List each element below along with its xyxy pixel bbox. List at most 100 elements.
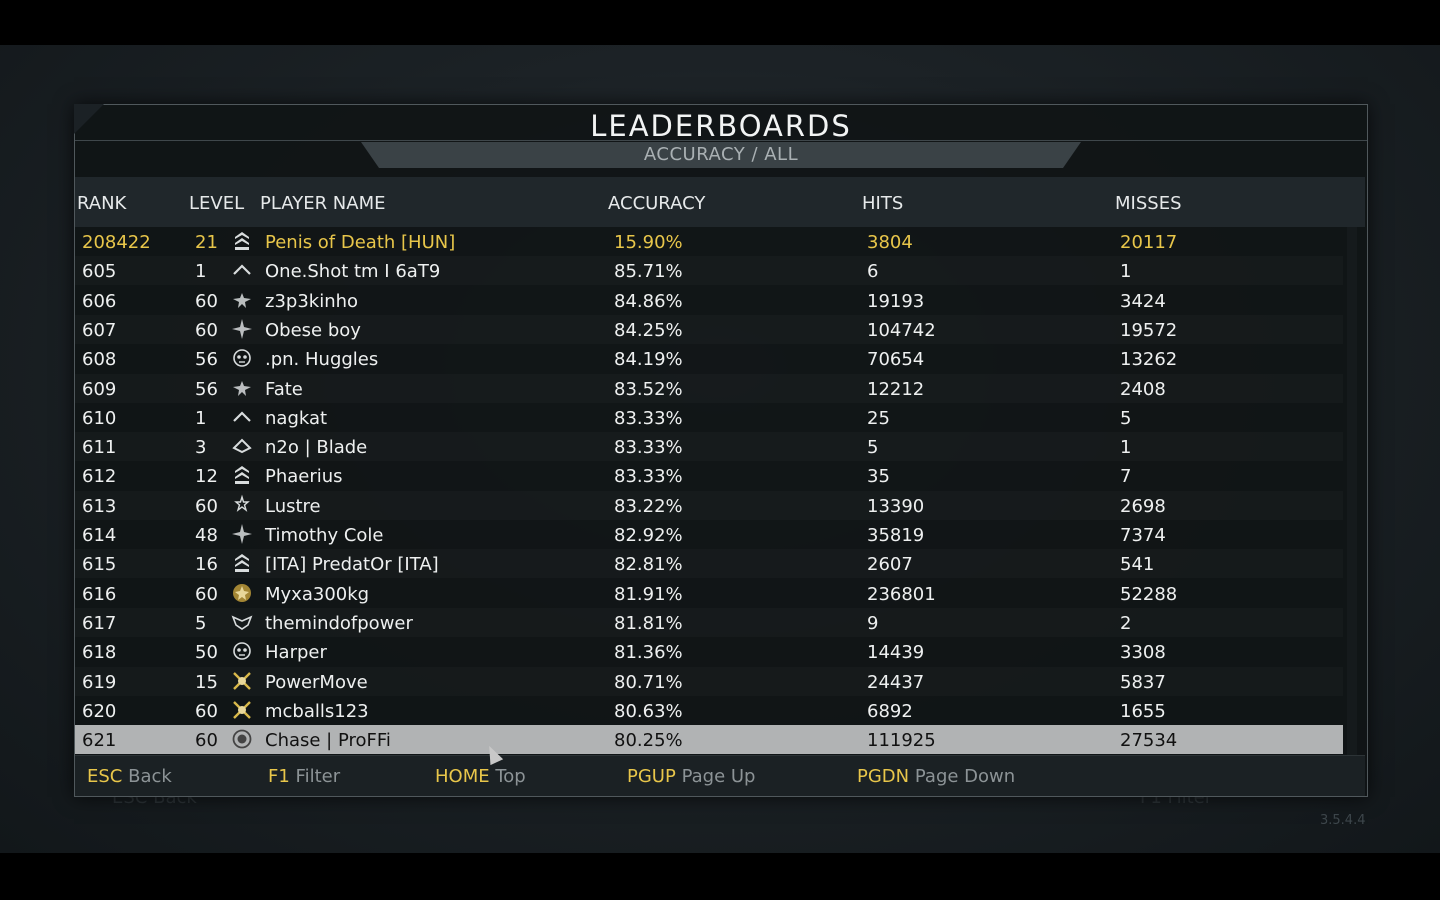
table-row[interactable]: 619 15 PowerMove 80.71% 24437 5837: [75, 667, 1343, 696]
hits-cell: 35819: [867, 525, 925, 546]
leaderboard-panel: LEADERBOARDS ACCURACY / ALL RANK LEVEL P…: [74, 104, 1368, 797]
player-name-cell: Obese boy: [265, 319, 361, 341]
level-cell: 5: [195, 612, 207, 634]
page-title: LEADERBOARDS: [590, 109, 852, 143]
table-row[interactable]: 621 60 Chase | ProFFi 80.25% 111925 27534: [75, 725, 1343, 755]
hits-cell: 13390: [867, 495, 925, 517]
table-row[interactable]: 609 56 Fate 83.52% 12212 2408: [75, 374, 1343, 403]
player-name-cell: Myxa300kg: [265, 583, 370, 605]
rank-cell: 615: [82, 554, 117, 576]
page-down-label: Page Down: [914, 766, 1016, 787]
table-row[interactable]: 615 16 [ITA] PredatOr [ITA] 82.81% 2607 541: [75, 549, 1343, 578]
player-name-cell: Timothy Cole: [265, 525, 384, 546]
misses-cell: 3424: [1120, 290, 1166, 312]
leaderboard-table: 208422 21 Penis of Death [HUN] 15.90% 3804 20…: [75, 227, 1365, 755]
table-row[interactable]: 607 60 Obese boy 84.25% 104742 19572: [75, 315, 1343, 344]
table-scrollbar[interactable]: [1347, 227, 1357, 755]
rank-cell: 606: [82, 290, 117, 312]
level-cell: 3: [195, 437, 207, 459]
accuracy-cell: 81.36%: [614, 642, 683, 664]
table-row[interactable]: 606 60 z3p3kinho 84.86% 19193 3424: [75, 286, 1343, 315]
misses-cell: 2408: [1120, 378, 1166, 400]
hits-cell: 111925: [867, 730, 936, 752]
accuracy-cell: 84.19%: [614, 349, 683, 371]
rank-cell: 607: [82, 319, 117, 341]
table-row[interactable]: 612 12 Phaerius 83.33% 35 7: [75, 461, 1343, 490]
rank-cell: 621: [82, 730, 117, 752]
table-row[interactable]: 605 1 One.Shot tm I 6aT9 85.71% 6 1: [75, 256, 1343, 285]
page-down-hint[interactable]: PGDN Page Down: [857, 766, 1015, 787]
hits-cell: 5: [867, 437, 879, 459]
table-row[interactable]: 608 56 .pn. Huggles 84.19% 70654 13262: [75, 344, 1343, 373]
rank-cell: 610: [82, 407, 117, 429]
misses-cell: 7: [1120, 466, 1132, 488]
misses-cell: 5837: [1120, 671, 1166, 693]
top-hint[interactable]: HOME Top: [435, 766, 526, 787]
accuracy-cell: 81.81%: [614, 612, 683, 634]
level-cell: 15: [195, 671, 218, 693]
misses-cell: 3308: [1120, 642, 1166, 664]
rank-cell: 616: [82, 583, 117, 605]
player-name-cell: Phaerius: [265, 466, 343, 488]
rank-cell: 617: [82, 612, 117, 634]
table-row[interactable]: 610 1 nagkat 83.33% 25 5: [75, 403, 1343, 432]
rank-skull-icon: [231, 347, 253, 369]
back-hint[interactable]: ESC Back: [87, 766, 172, 787]
hits-cell: 9: [867, 612, 879, 634]
column-header-misses[interactable]: MISSES: [1115, 193, 1182, 214]
table-header: RANK LEVEL PLAYER NAME ACCURACY HITS MIS…: [75, 177, 1365, 227]
table-row[interactable]: 620 60 mcballs123 80.63% 6892 1655: [75, 696, 1343, 725]
rank-compass-star-icon: [231, 523, 253, 545]
rank-winged-star-icon: [231, 377, 253, 399]
accuracy-cell: 80.63%: [614, 700, 683, 722]
misses-cell: 27534: [1120, 730, 1178, 752]
rank-cell: 619: [82, 671, 117, 693]
rank-cell: 608: [82, 349, 117, 371]
rank-skull-icon: [231, 640, 253, 662]
player-name-cell: Fate: [265, 378, 303, 400]
column-header-player[interactable]: PLAYER NAME: [260, 193, 386, 214]
table-row[interactable]: 614 48 Timothy Cole 82.92% 35819 7374: [75, 520, 1343, 549]
table-row[interactable]: 613 60 Lustre 83.22% 13390 2698: [75, 491, 1343, 520]
filter-key: F1: [268, 766, 290, 787]
level-cell: 50: [195, 642, 218, 664]
filter-tab[interactable]: ACCURACY / ALL: [361, 142, 1081, 168]
rank-cell: 611: [82, 437, 117, 459]
level-cell: 60: [195, 290, 218, 312]
rank-chevron-stack-icon: [231, 230, 253, 252]
letterbox-bottom: [0, 853, 1440, 900]
rank-chevron-rocker-icon: [231, 435, 253, 457]
player-name-cell: Harper: [265, 642, 327, 664]
table-row[interactable]: 617 5 themindofpower 81.81% 9 2: [75, 608, 1343, 637]
filter-hint[interactable]: F1 Filter: [268, 766, 340, 787]
misses-cell: 2698: [1120, 495, 1166, 517]
accuracy-cell: 83.33%: [614, 466, 683, 488]
table-row[interactable]: 208422 21 Penis of Death [HUN] 15.90% 3804 20…: [75, 227, 1343, 256]
column-header-hits[interactable]: HITS: [862, 193, 904, 214]
rank-stars-icon: [231, 494, 253, 516]
player-name-cell: PowerMove: [265, 671, 368, 693]
accuracy-cell: 81.91%: [614, 583, 683, 605]
table-row[interactable]: 618 50 Harper 81.36% 14439 3308: [75, 637, 1343, 666]
misses-cell: 7374: [1120, 525, 1166, 546]
level-cell: 60: [195, 730, 218, 752]
hits-cell: 24437: [867, 671, 925, 693]
level-cell: 1: [195, 261, 207, 283]
title-divider: [75, 140, 1367, 141]
column-header-rank[interactable]: RANK: [77, 193, 127, 214]
table-row[interactable]: 611 3 n2o | Blade 83.33% 5 1: [75, 432, 1343, 461]
top-key: HOME: [435, 766, 490, 787]
level-cell: 56: [195, 378, 218, 400]
page-up-hint[interactable]: PGUP Page Up: [627, 766, 755, 787]
player-name-cell: Penis of Death [HUN]: [265, 232, 456, 253]
column-header-accuracy[interactable]: ACCURACY: [608, 193, 706, 214]
column-header-level[interactable]: LEVEL: [189, 193, 245, 214]
misses-cell: 52288: [1120, 583, 1178, 605]
panel-corner-cut: [74, 104, 104, 134]
misses-cell: 1: [1120, 437, 1132, 459]
level-cell: 48: [195, 525, 218, 546]
rank-wing-badge-icon: [231, 611, 253, 633]
table-row[interactable]: 616 60 Myxa300kg 81.91% 236801 52288: [75, 579, 1343, 608]
level-cell: 16: [195, 554, 218, 576]
accuracy-cell: 83.22%: [614, 495, 683, 517]
